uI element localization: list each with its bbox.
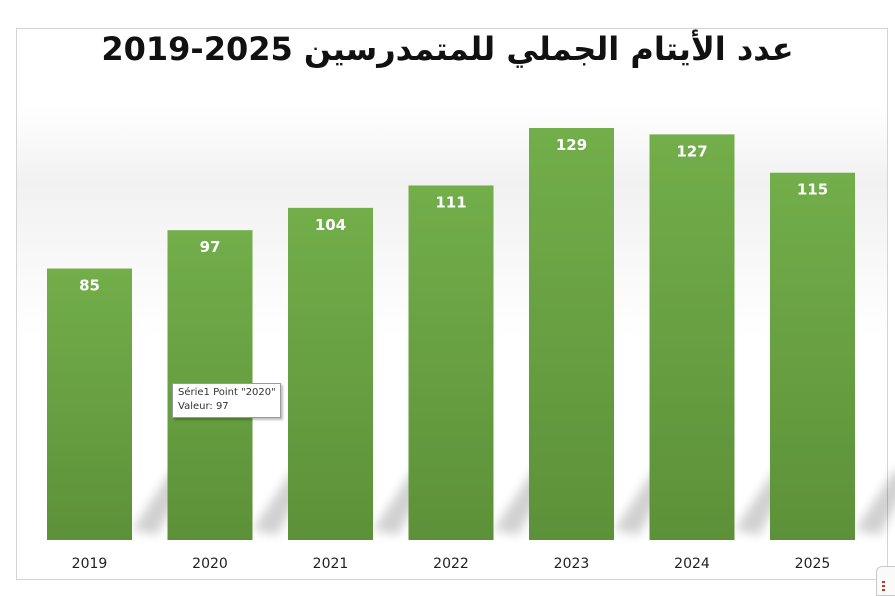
bar-shadow [855,470,895,535]
tooltip-series-point: Série1 Point "2020" [178,387,276,398]
data-label-2019: 85 [79,277,100,295]
bar-2021[interactable] [288,207,373,540]
bar-2019[interactable] [47,268,132,540]
x-tick-label-2020: 2020 [192,556,228,572]
data-label-2025: 115 [797,181,828,199]
bar-2022[interactable] [408,185,494,540]
x-tick-label-2023: 2023 [554,556,590,572]
data-label-2020: 97 [200,238,221,256]
data-tooltip: Série1 Point "2020" Valeur: 97 [172,383,281,418]
x-tick-label-2019: 2019 [72,556,108,572]
data-labels: 85 97 104 111 129 127 115 [79,136,828,295]
x-tick-label-2022: 2022 [433,556,469,572]
bar-2024[interactable] [649,134,735,540]
bars [47,128,855,541]
x-tick-label-2024: 2024 [674,556,710,572]
x-tick-labels: 2019 2020 2021 2022 2023 2024 2025 [72,556,831,572]
x-tick-label-2021: 2021 [313,556,349,572]
data-label-2021: 104 [315,216,346,234]
bar-2023[interactable] [529,128,614,540]
chart-title: عدد الأيتام الجملي للمتمدرسين 2025-2019 [101,30,794,68]
data-label-2022: 111 [435,193,466,211]
data-label-2023: 129 [556,136,587,154]
tooltip-value: Valeur: 97 [178,401,229,412]
x-tick-label-2025: 2025 [795,556,831,572]
bar-2025[interactable] [770,172,855,540]
options-icon[interactable] [876,566,895,596]
data-label-2024: 127 [676,142,707,160]
